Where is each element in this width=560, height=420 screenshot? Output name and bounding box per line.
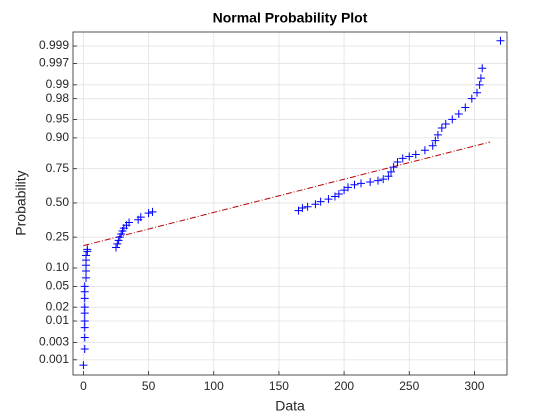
x-tick-label: 150 xyxy=(269,379,289,393)
data-point xyxy=(366,177,375,186)
data-point xyxy=(80,317,89,326)
data-point xyxy=(113,239,122,248)
data-point xyxy=(389,163,398,172)
data-point xyxy=(83,245,92,254)
y-tick-label: 0.75 xyxy=(46,161,70,175)
axes-box xyxy=(72,31,508,376)
y-tick-label: 0.003 xyxy=(39,335,69,349)
data-point xyxy=(80,282,89,291)
data-point xyxy=(411,150,420,159)
data-point xyxy=(384,172,393,181)
data-point xyxy=(433,130,442,139)
y-tick-label: 0.001 xyxy=(39,352,69,366)
data-point xyxy=(373,176,382,185)
data-point xyxy=(461,103,470,112)
data-point xyxy=(478,64,487,73)
data-point xyxy=(112,243,121,252)
y-tick-label: 0.90 xyxy=(46,130,70,144)
y-tick-label: 0.98 xyxy=(46,91,70,105)
data-point xyxy=(334,189,343,198)
data-point xyxy=(467,94,476,103)
y-tick-label: 0.10 xyxy=(46,260,70,274)
data-point xyxy=(298,204,307,213)
y-axis-label: Probability xyxy=(13,170,29,235)
chart-title: Normal Probability Plot xyxy=(213,10,368,26)
data-point xyxy=(405,152,414,161)
data-point xyxy=(80,333,89,342)
x-tick-label: 250 xyxy=(399,379,419,393)
data-point xyxy=(148,207,157,216)
data-point xyxy=(79,361,88,370)
y-tick-label: 0.50 xyxy=(46,195,70,209)
data-point xyxy=(431,136,440,145)
x-tick-label: 100 xyxy=(204,379,224,393)
x-tick-label: 0 xyxy=(80,379,87,393)
data-point xyxy=(303,202,312,211)
data-point xyxy=(82,251,91,260)
reference-line xyxy=(83,141,491,247)
x-axis-label: Data xyxy=(275,398,305,414)
data-point xyxy=(350,180,359,189)
data-point xyxy=(441,119,450,128)
y-tick-label: 0.99 xyxy=(46,77,70,91)
data-point xyxy=(80,303,89,312)
data-point xyxy=(80,345,89,354)
y-tick-label: 0.997 xyxy=(39,56,69,70)
y-tick-label: 0.01 xyxy=(46,313,70,327)
data-point xyxy=(82,273,91,282)
data-point xyxy=(454,110,463,119)
data-point xyxy=(420,146,429,155)
y-tick-label: 0.25 xyxy=(46,229,70,243)
data-point xyxy=(379,175,388,184)
data-point xyxy=(125,218,134,227)
data-point xyxy=(398,154,407,163)
data-point xyxy=(387,167,396,176)
data-point xyxy=(136,213,145,222)
data-point xyxy=(437,124,446,133)
y-tick-label: 0.02 xyxy=(46,299,70,313)
x-tick-label: 300 xyxy=(464,379,484,393)
y-tick-label: 0.95 xyxy=(46,112,70,126)
data-point xyxy=(476,74,485,83)
data-point xyxy=(473,88,482,97)
data-point xyxy=(311,200,320,209)
data-point xyxy=(144,209,153,218)
data-point xyxy=(343,183,352,192)
y-tick-label: 0.999 xyxy=(39,38,69,52)
data-point xyxy=(448,115,457,124)
data-point xyxy=(496,36,505,45)
x-tick-label: 50 xyxy=(142,379,156,393)
y-tick-label: 0.05 xyxy=(46,279,70,293)
data-point xyxy=(114,236,123,245)
data-point xyxy=(324,195,333,204)
data-point xyxy=(357,179,366,188)
data-point xyxy=(393,157,402,166)
data-point xyxy=(428,141,437,150)
x-tick-label: 200 xyxy=(334,379,354,393)
data-point xyxy=(316,197,325,206)
data-point xyxy=(475,80,484,89)
